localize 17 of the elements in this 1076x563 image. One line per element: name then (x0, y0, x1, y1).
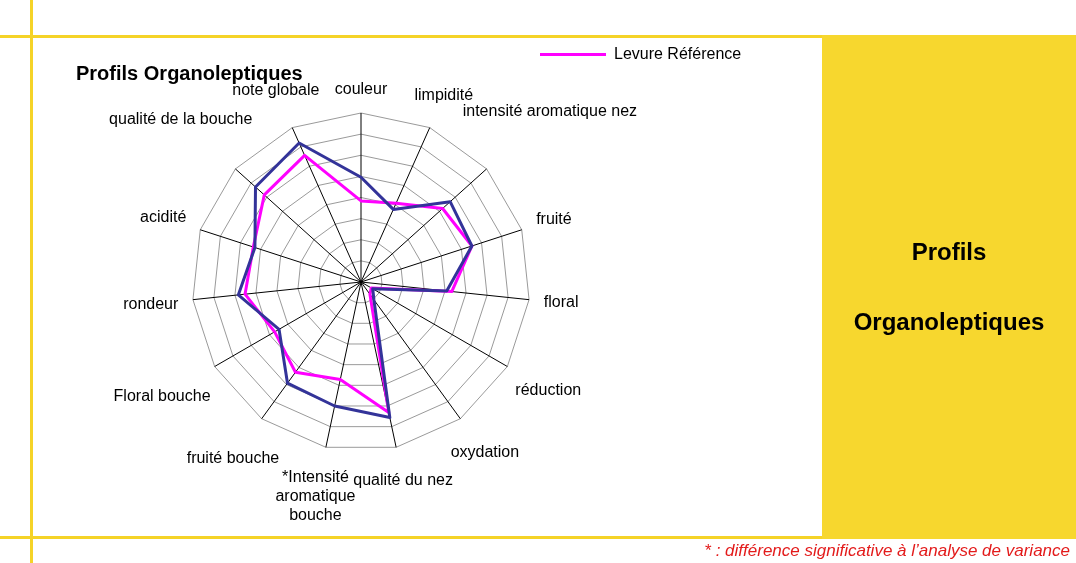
spoke-label: couleur (334, 79, 388, 97)
spoke-label: Floral bouche (113, 387, 211, 405)
spoke-label: qualité du nez (353, 470, 453, 488)
legend-label: Levure Référence (614, 45, 742, 63)
spoke-label: floral (543, 293, 579, 311)
spoke-label: qualité de la bouche (109, 110, 253, 128)
spoke-label: intensité aromatique nez (462, 102, 638, 120)
spoke-label: réduction (515, 380, 582, 398)
spoke-label: oxydation (450, 442, 520, 460)
spoke-label: limpidité (414, 86, 474, 104)
text: Profils Organoleptiques (76, 62, 303, 84)
side-panel: Profils Organoleptiques (822, 35, 1076, 539)
spoke-label: fruité (536, 209, 572, 227)
spoke-label: acidité (140, 208, 187, 226)
spoke-label: rondeur (123, 294, 179, 312)
spoke-label: fruité bouche (186, 448, 280, 466)
text: * : différence significative à l’analyse de variance (704, 541, 1070, 561)
